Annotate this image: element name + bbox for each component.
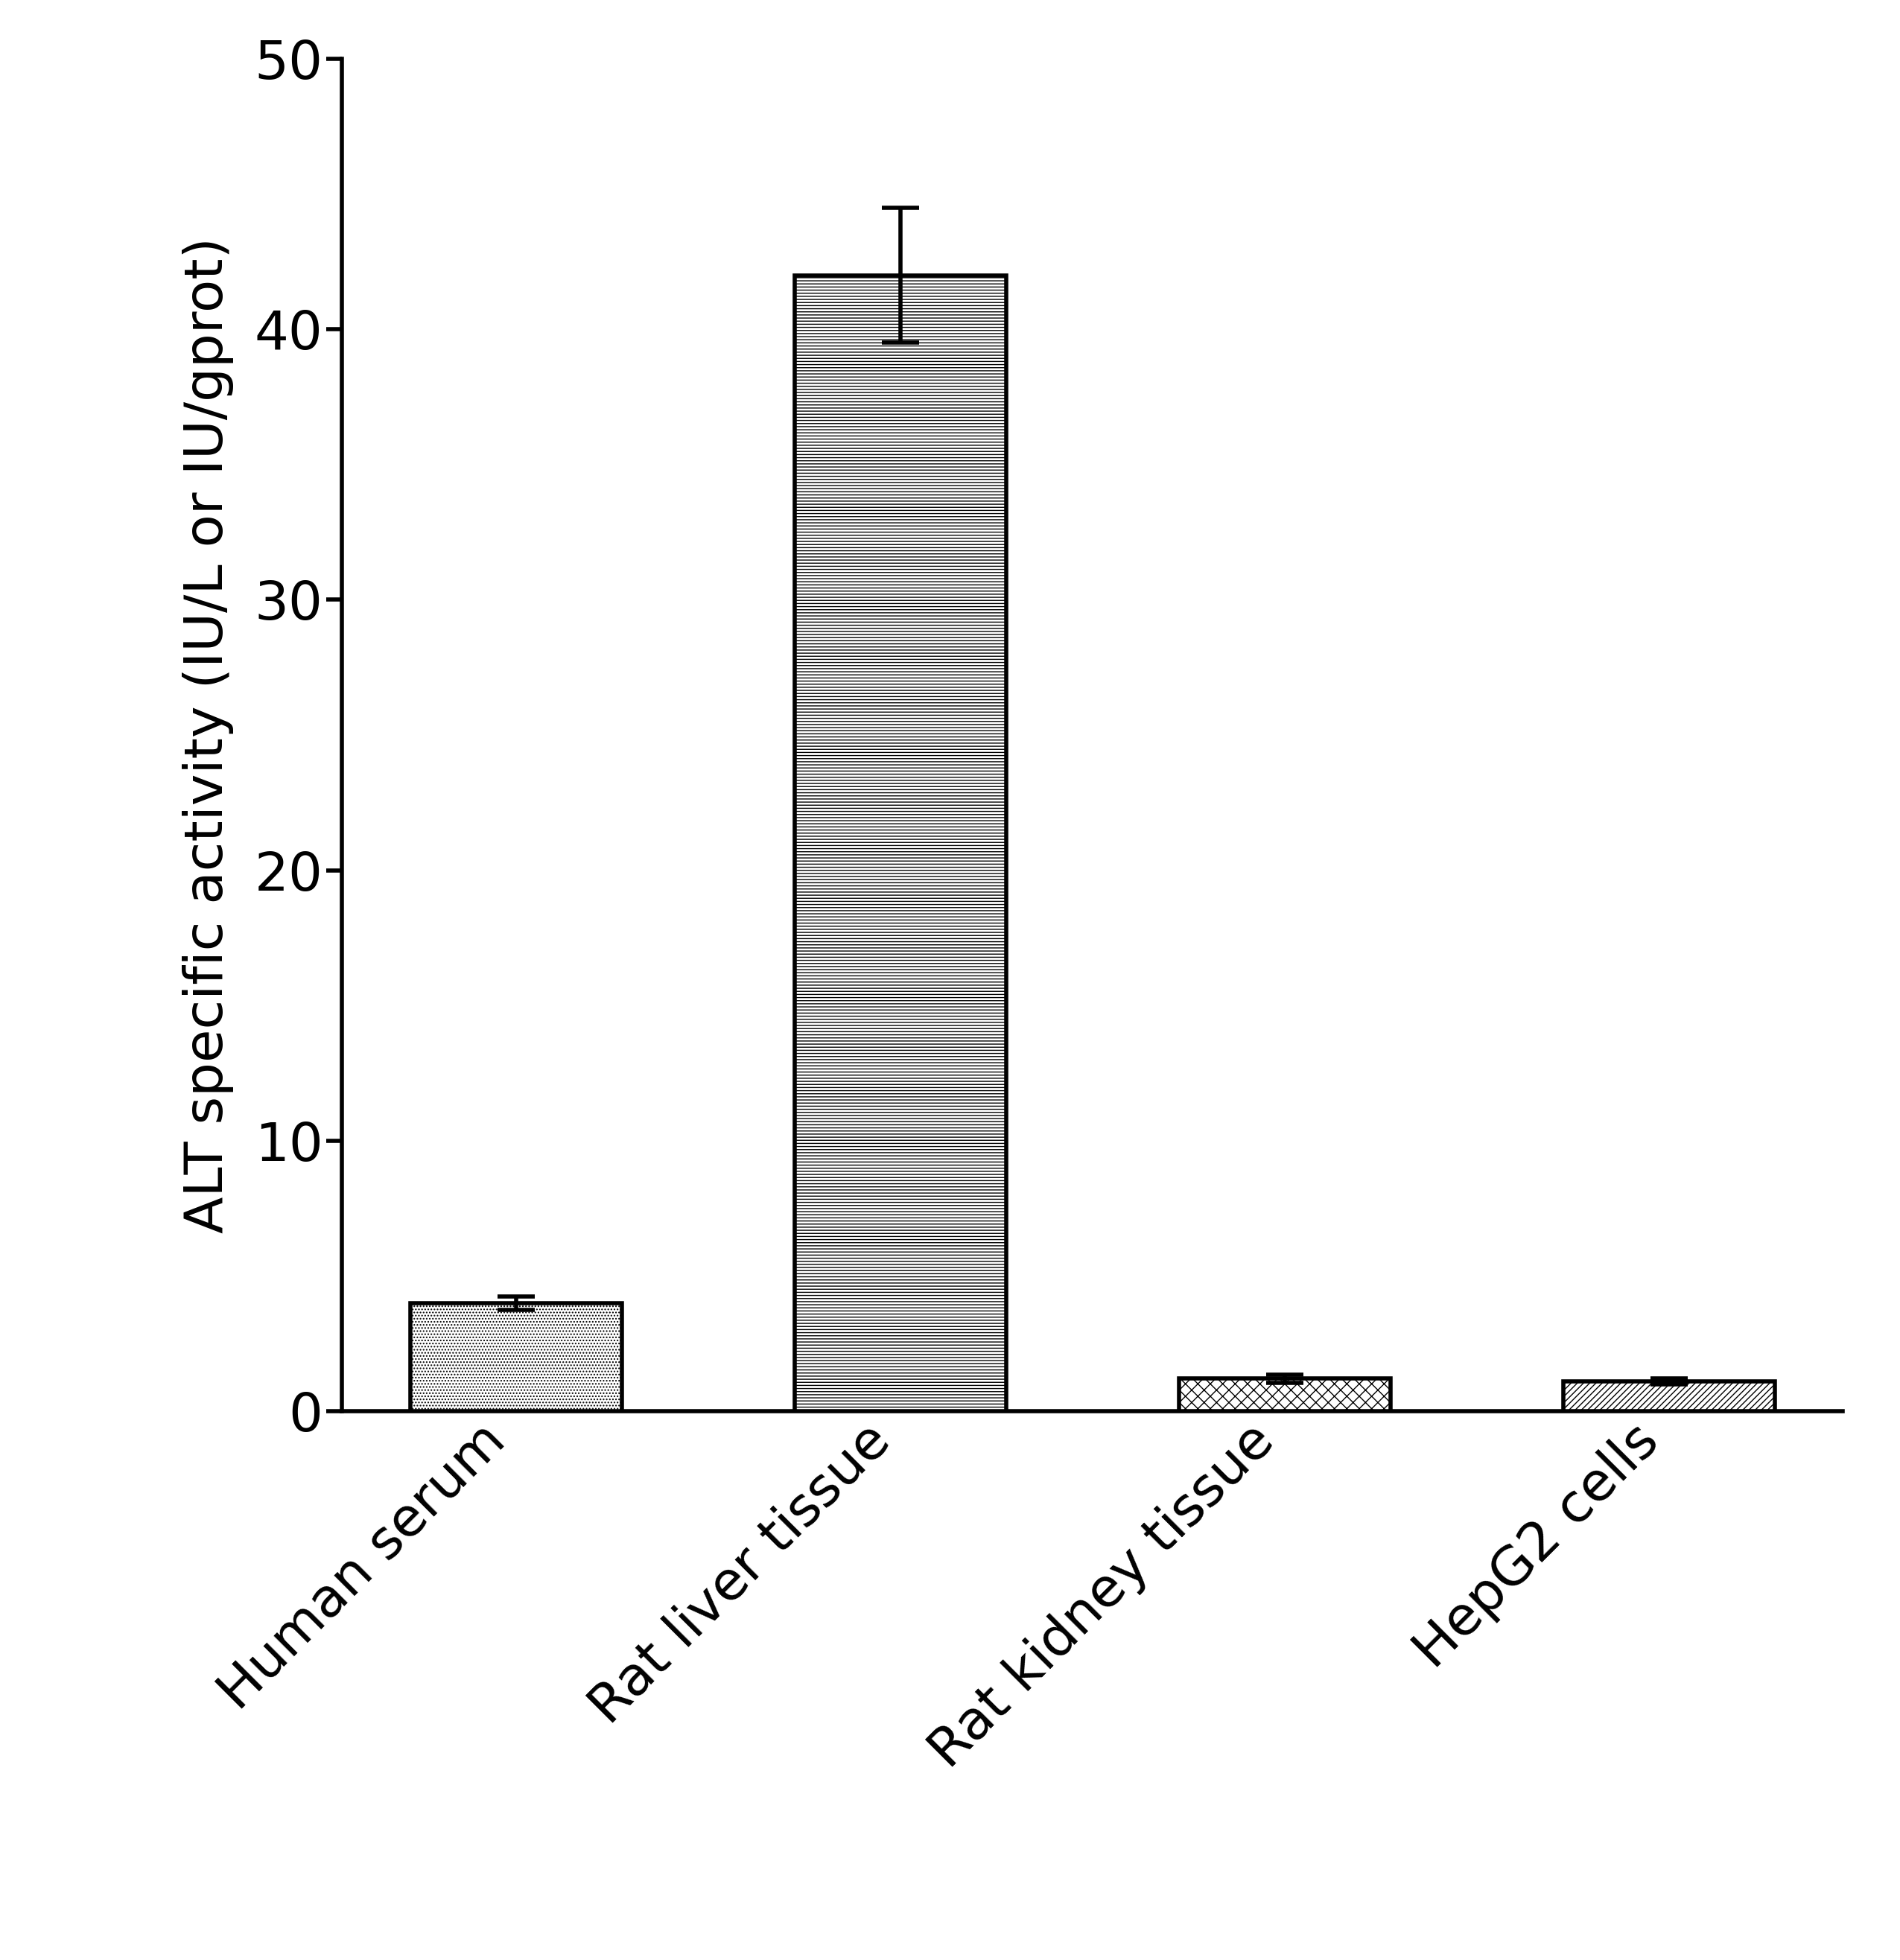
Bar (794, 274, 1005, 1411)
Bar (1180, 1378, 1391, 1411)
Bar (1564, 1382, 1775, 1411)
Y-axis label: ALT specific activity (IU/L or IU/gprot): ALT specific activity (IU/L or IU/gprot) (182, 237, 234, 1233)
Bar (410, 1303, 621, 1411)
